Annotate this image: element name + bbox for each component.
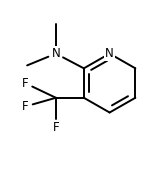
Text: F: F <box>52 121 59 134</box>
Text: N: N <box>105 47 114 60</box>
Text: F: F <box>22 100 28 113</box>
Text: N: N <box>51 47 60 60</box>
Text: F: F <box>22 77 28 90</box>
